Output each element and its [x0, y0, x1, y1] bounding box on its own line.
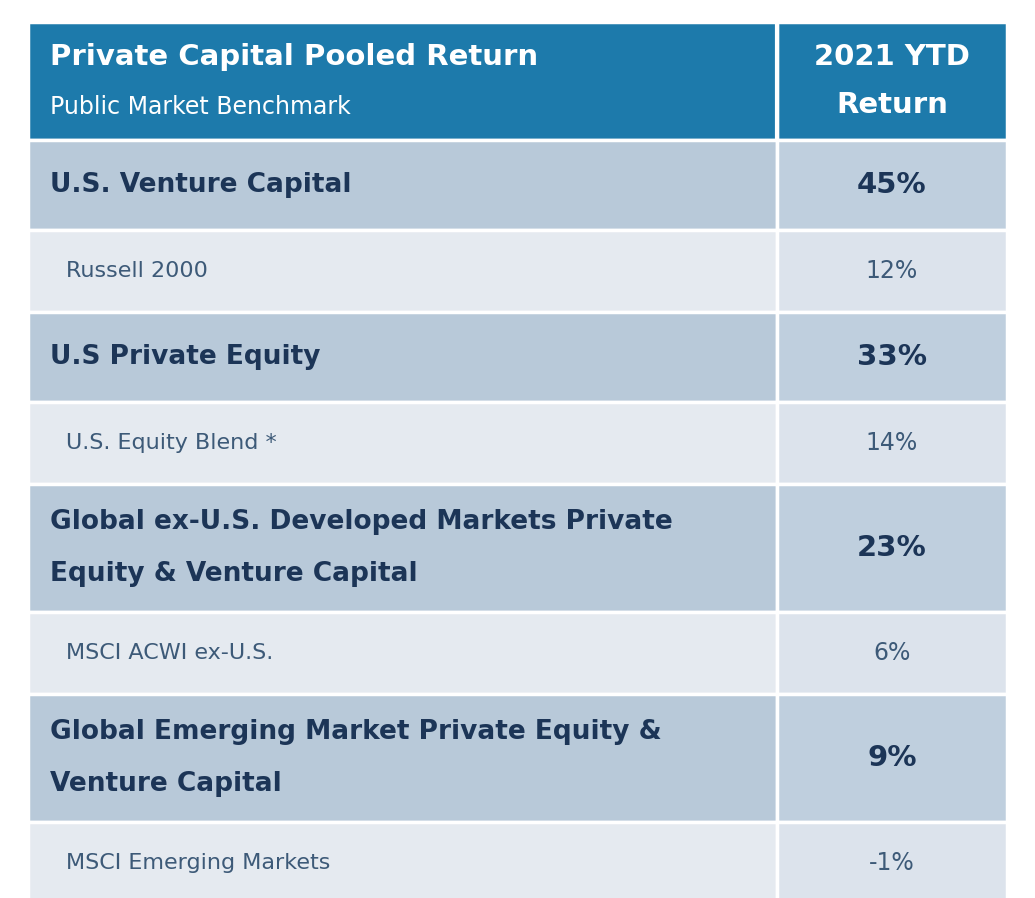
Bar — [28, 22, 777, 140]
Bar — [28, 230, 777, 312]
Bar — [777, 484, 1007, 612]
Bar — [777, 402, 1007, 484]
Text: 9%: 9% — [867, 744, 917, 772]
Text: Return: Return — [836, 91, 948, 119]
Text: U.S. Equity Blend *: U.S. Equity Blend * — [66, 433, 276, 453]
Text: Private Capital Pooled Return: Private Capital Pooled Return — [50, 43, 538, 72]
Text: U.S. Venture Capital: U.S. Venture Capital — [50, 172, 352, 198]
Bar — [28, 402, 777, 484]
Text: U.S Private Equity: U.S Private Equity — [50, 344, 321, 370]
Text: Global Emerging Market Private Equity &: Global Emerging Market Private Equity & — [50, 719, 661, 745]
Text: 6%: 6% — [874, 641, 911, 665]
Bar — [28, 822, 777, 898]
Bar — [777, 694, 1007, 822]
Bar — [28, 612, 777, 694]
Text: 12%: 12% — [866, 259, 918, 283]
Text: -1%: -1% — [869, 851, 915, 875]
Text: 2021 YTD: 2021 YTD — [815, 43, 970, 72]
Bar — [777, 312, 1007, 402]
Text: MSCI Emerging Markets: MSCI Emerging Markets — [66, 853, 330, 873]
Text: Venture Capital: Venture Capital — [50, 770, 282, 797]
Bar — [777, 230, 1007, 312]
Text: Russell 2000: Russell 2000 — [66, 261, 208, 281]
Bar — [777, 822, 1007, 898]
Text: MSCI ACWI ex-U.S.: MSCI ACWI ex-U.S. — [66, 643, 273, 663]
Bar — [28, 140, 777, 230]
Text: Public Market Benchmark: Public Market Benchmark — [50, 95, 351, 119]
Text: Global ex-U.S. Developed Markets Private: Global ex-U.S. Developed Markets Private — [50, 509, 673, 535]
Text: Equity & Venture Capital: Equity & Venture Capital — [50, 560, 418, 586]
Bar — [28, 694, 777, 822]
Bar — [777, 22, 1007, 140]
Text: 33%: 33% — [857, 343, 927, 371]
Bar — [28, 312, 777, 402]
Text: 14%: 14% — [866, 431, 918, 455]
Bar — [28, 484, 777, 612]
Bar — [777, 612, 1007, 694]
Bar — [777, 140, 1007, 230]
Text: 23%: 23% — [857, 534, 927, 562]
Text: 45%: 45% — [857, 171, 926, 199]
